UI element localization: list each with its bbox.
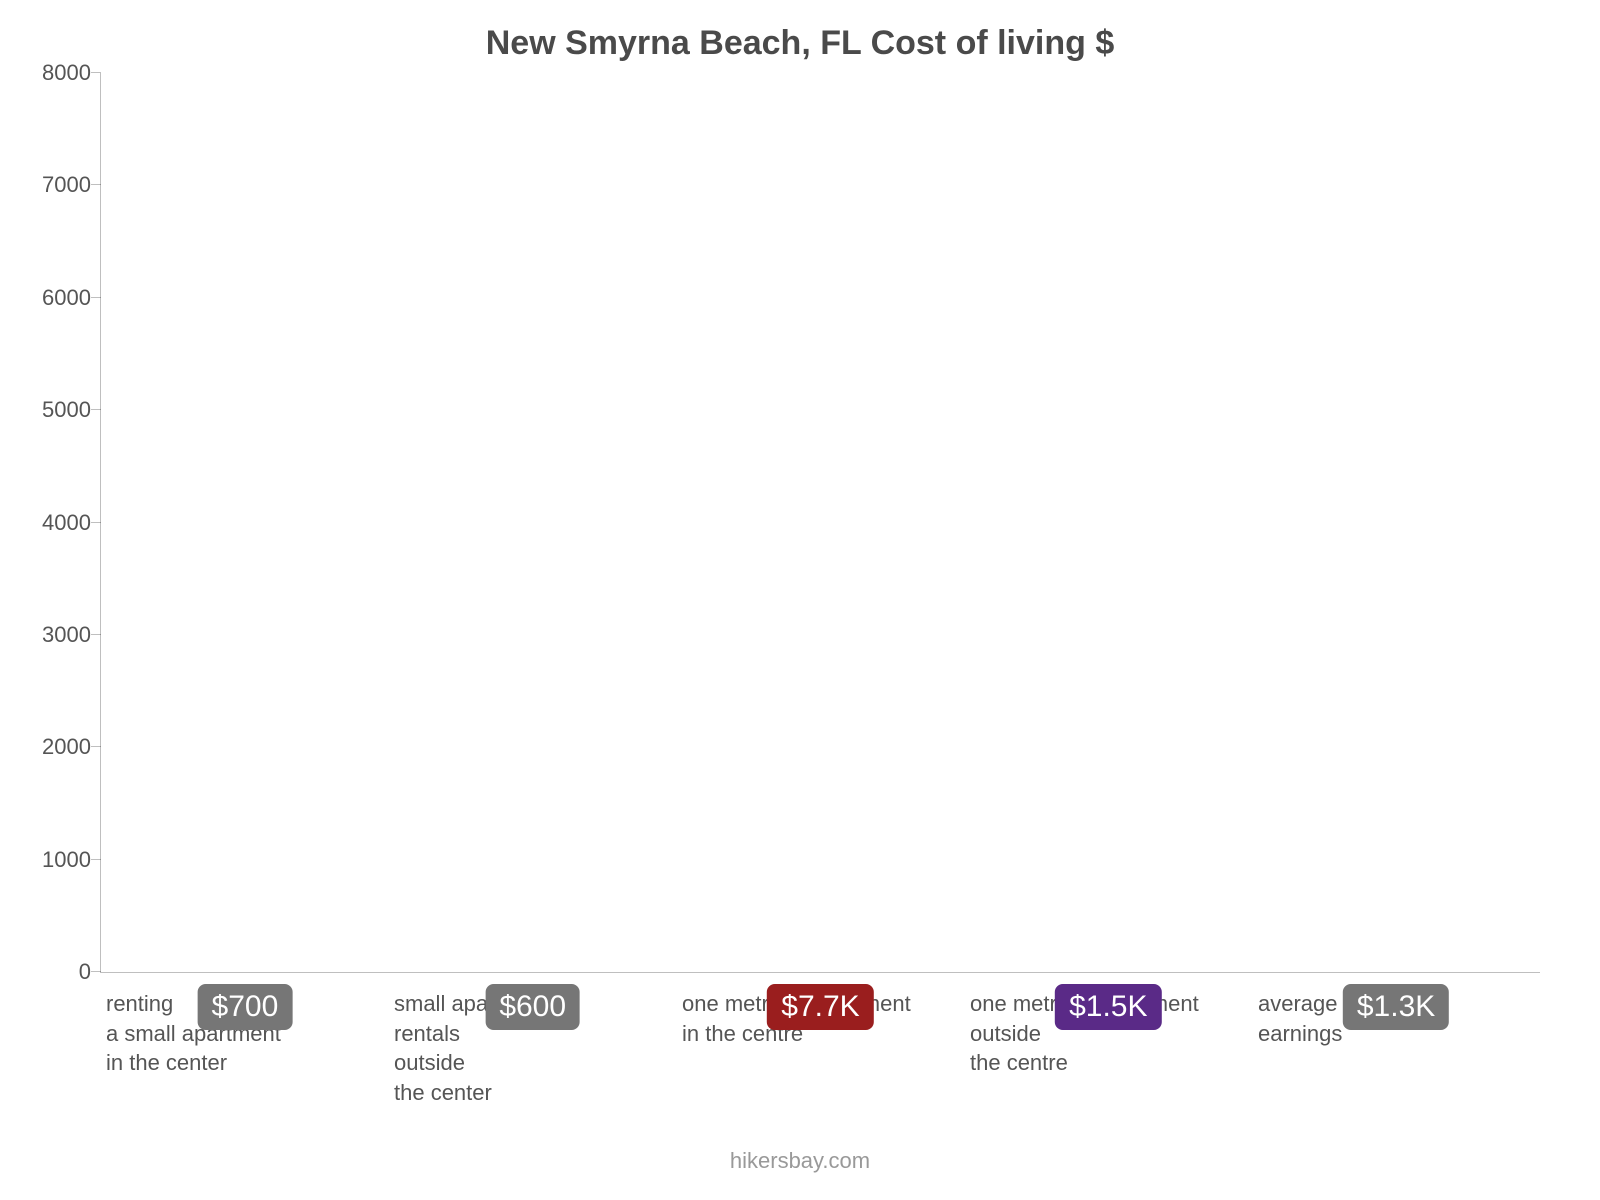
- y-tick: [91, 184, 101, 185]
- y-tick-label: 3000: [41, 622, 91, 648]
- y-tick-label: 6000: [41, 285, 91, 311]
- bar-value-label: $700: [198, 984, 293, 1030]
- y-tick-label: 5000: [41, 397, 91, 423]
- chart-title: New Smyrna Beach, FL Cost of living $: [40, 24, 1560, 63]
- chart-container: New Smyrna Beach, FL Cost of living $ $7…: [0, 0, 1600, 1200]
- y-tick-label: 7000: [41, 172, 91, 198]
- plot-area: $700$600$7.7K$1.5K$1.3K 0100020003000400…: [100, 73, 1540, 973]
- y-tick-label: 8000: [41, 60, 91, 86]
- y-tick-label: 2000: [41, 734, 91, 760]
- y-tick: [91, 297, 101, 298]
- bar-value-label: $1.5K: [1055, 984, 1161, 1030]
- y-tick-label: 1000: [41, 847, 91, 873]
- y-tick: [91, 746, 101, 747]
- y-tick: [91, 72, 101, 73]
- y-tick: [91, 859, 101, 860]
- y-tick: [91, 971, 101, 972]
- y-tick: [91, 634, 101, 635]
- bar-value-label: $7.7K: [767, 984, 873, 1030]
- bar-value-label: $1.3K: [1343, 984, 1449, 1030]
- y-tick: [91, 409, 101, 410]
- footer-credit: hikersbay.com: [40, 1148, 1560, 1174]
- y-tick-label: 0: [41, 959, 91, 985]
- y-tick-label: 4000: [41, 510, 91, 536]
- bars-area: $700$600$7.7K$1.5K$1.3K: [101, 73, 1540, 972]
- bar-value-label: $600: [485, 984, 580, 1030]
- y-tick: [91, 522, 101, 523]
